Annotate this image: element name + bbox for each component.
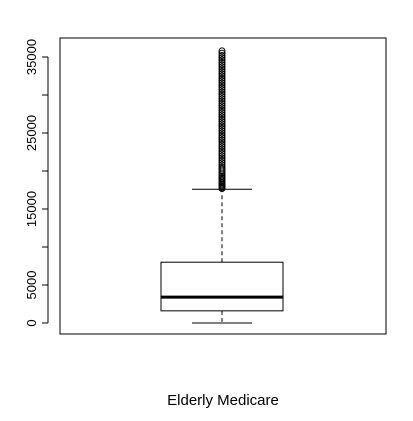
y-axis: 0 5000 15000 25000 35000	[24, 39, 48, 327]
y-tick-label: 35000	[24, 39, 39, 75]
x-axis-label: Elderly Medicare	[60, 392, 386, 409]
box-iqr	[161, 262, 283, 311]
box-group	[161, 189, 283, 323]
y-tick-label: 15000	[24, 191, 39, 227]
y-tick-label: 5000	[24, 271, 39, 300]
y-tick-label: 0	[24, 319, 39, 326]
outliers-group	[219, 48, 225, 192]
y-tick-label: 25000	[24, 115, 39, 151]
